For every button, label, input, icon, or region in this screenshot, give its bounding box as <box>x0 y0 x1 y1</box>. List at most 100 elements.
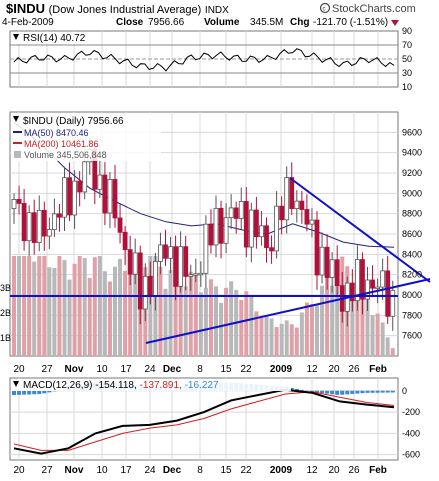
panel-menu-icon[interactable] <box>13 34 19 40</box>
volume-bar <box>163 288 168 356</box>
candle-body <box>218 207 224 244</box>
candle-body <box>72 180 77 216</box>
x-tick-label: 20 <box>13 364 25 375</box>
x-tick-label: 22 <box>240 465 252 476</box>
candle-body <box>26 212 32 242</box>
volume-value: 345.5M <box>250 17 283 28</box>
candle-body <box>193 273 199 276</box>
x-tick-label: 27 <box>41 364 53 375</box>
volume-bar <box>264 316 269 356</box>
candle-body <box>173 246 179 287</box>
falling-trendline <box>289 177 431 283</box>
x-tick-label: Feb <box>369 465 387 476</box>
volume-bar <box>224 287 229 356</box>
candle-body <box>77 180 83 193</box>
x-tick-label: 26 <box>348 364 360 375</box>
candle-body <box>370 279 375 289</box>
macd-histogram-bar <box>385 390 390 393</box>
volume-bar <box>214 286 218 356</box>
candle-body <box>82 161 88 193</box>
ma200-legend: MA(200) 10461.86 <box>24 139 99 149</box>
candle-body <box>284 177 290 221</box>
x-tick-label: 24 <box>144 465 156 476</box>
macd-histogram-bar <box>22 390 27 395</box>
volume-bar <box>365 293 370 356</box>
macd-histogram-bar <box>309 390 314 392</box>
stockcharts-logo[interactable]: c StockCharts.com <box>319 2 416 15</box>
candle-body <box>62 177 67 218</box>
x-tick-label: 24 <box>144 364 156 375</box>
volume-bar <box>123 270 128 356</box>
volume-bar <box>148 256 153 356</box>
candle-body <box>375 286 381 289</box>
macd-histogram-bar <box>304 390 309 392</box>
macd-tick-label: 0 <box>402 386 407 396</box>
macd-label: MACD(12,26,9) -154.118, -137.891, -16.22… <box>23 380 219 391</box>
macd-histogram-bar <box>47 390 52 393</box>
signal-line <box>13 391 395 451</box>
price-tick-label: 9400 <box>402 148 422 158</box>
volume-bar <box>188 271 193 356</box>
candle-body <box>152 261 158 296</box>
candle-body <box>228 207 234 219</box>
volume-bar <box>17 256 22 356</box>
volume-bar <box>360 280 365 356</box>
candle-body <box>248 209 254 248</box>
macd-tick-label: -200 <box>402 407 420 417</box>
volume-bar <box>375 313 380 356</box>
volume-bar <box>304 302 309 356</box>
volume-bar <box>380 322 385 356</box>
volume-bar <box>77 256 82 356</box>
volume-bar <box>118 258 123 356</box>
volume-bar <box>385 337 390 356</box>
candle-body <box>178 246 184 287</box>
volume-bars <box>12 256 395 356</box>
candle-body <box>57 213 62 218</box>
volume-bar <box>294 327 299 356</box>
volume-bar <box>198 292 203 356</box>
x-tick-label: 15 <box>220 364 232 375</box>
price-tick-label: 8400 <box>402 249 422 259</box>
macd-histogram-bar <box>289 387 294 391</box>
volume-bar <box>52 267 57 356</box>
candle-body <box>107 179 113 214</box>
x-tick-label: 15 <box>220 465 232 476</box>
macd-histogram-bar <box>350 390 355 394</box>
candle-body <box>102 174 108 214</box>
macd-tick-label: -600 <box>402 450 420 460</box>
x-axis-bottom: 20 27 Nov 10 17 24 Dec 8 15 22 2009 12 20 26 Feb <box>13 465 386 476</box>
candle-body <box>334 259 340 286</box>
volume-bar <box>208 279 213 356</box>
rsi-tick-label: 50 <box>402 54 412 64</box>
panel-menu-icon[interactable] <box>13 381 19 387</box>
chg-value: -121.70 (-1.51%) <box>313 17 388 28</box>
volume-bar <box>254 311 259 356</box>
macd-histogram-bar <box>320 390 325 394</box>
rsi-tick-label: 70 <box>402 40 412 50</box>
price-tick-label: 8600 <box>402 229 422 239</box>
candle-body <box>168 246 173 259</box>
price-legend-title: $INDU (Daily) 7956.66 <box>23 116 124 127</box>
candle-body <box>117 217 123 233</box>
close-value: 7956.66 <box>148 17 185 28</box>
rsi-tick-label: 90 <box>402 26 412 36</box>
x-tick-label: 2009 <box>270 364 293 375</box>
volume-bar <box>183 286 188 356</box>
macd-histogram-bar <box>355 390 360 394</box>
volume-bar <box>259 317 264 356</box>
candle-body <box>299 200 305 210</box>
volume-bar <box>92 257 97 356</box>
volume-bar <box>97 256 102 356</box>
volume-bar <box>274 327 279 356</box>
panel-menu-icon[interactable] <box>13 116 19 122</box>
svg-text:c: c <box>323 7 326 13</box>
candle-body <box>243 201 249 248</box>
volume-bar <box>335 278 340 356</box>
candle-body <box>233 207 239 219</box>
candle-body <box>314 219 320 276</box>
volume-bar <box>62 260 67 356</box>
macd-histogram-bar <box>32 390 37 395</box>
candle-body <box>163 244 168 259</box>
candle-body <box>354 259 360 302</box>
candle-body <box>147 275 153 296</box>
